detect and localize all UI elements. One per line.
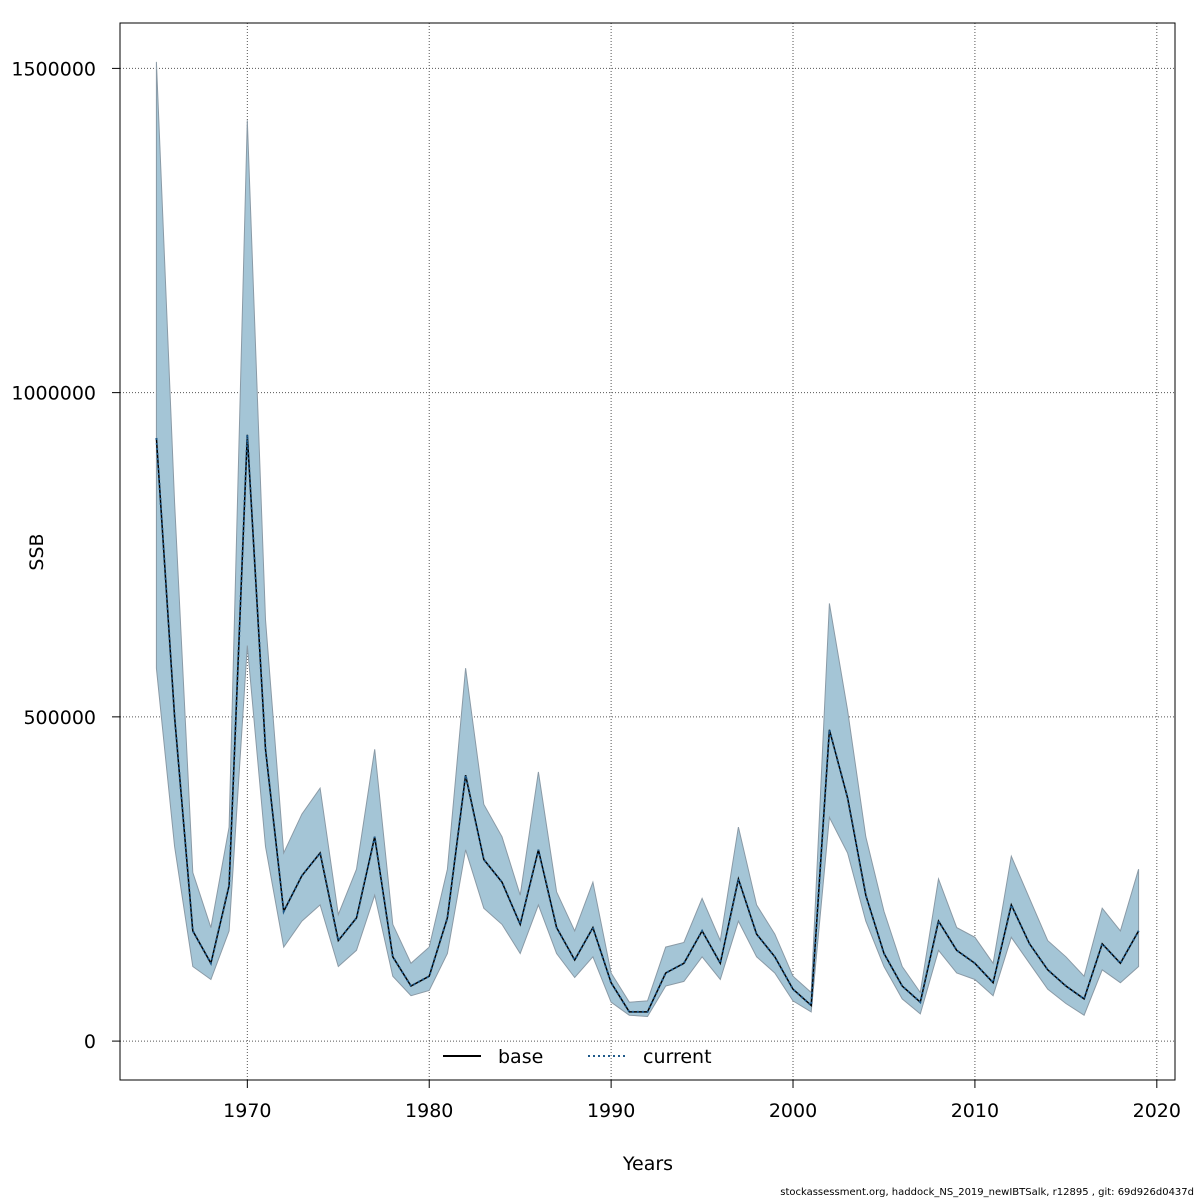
x-tick-label-1980: 1980 xyxy=(405,1100,453,1122)
footer-credit: stockassessment.org, haddock_NS_2019_new… xyxy=(780,1187,1194,1198)
x-tick-label-1970: 1970 xyxy=(223,1100,271,1122)
series-line-current xyxy=(155,434,1140,1013)
x-axis: 1970 1980 1990 2000 2010 2020 xyxy=(223,1080,1181,1122)
x-tick-label-2000: 2000 xyxy=(769,1100,817,1122)
series-line-base xyxy=(155,434,1140,1013)
y-axis: 0 500000 1000000 1500000 xyxy=(11,58,120,1053)
y-tick-label-1500000: 1500000 xyxy=(11,58,96,80)
x-tick-label-2020: 2020 xyxy=(1133,1100,1181,1122)
y-tick-label-0: 0 xyxy=(84,1031,96,1053)
x-tick-label-2010: 2010 xyxy=(951,1100,999,1122)
legend-label-current: current xyxy=(643,1046,712,1068)
x-axis-label: Years xyxy=(622,1153,673,1175)
y-tick-label-500000: 500000 xyxy=(23,707,96,729)
legend-label-base: base xyxy=(498,1046,543,1068)
plot-frame xyxy=(119,22,1176,1081)
y-tick-label-1000000: 1000000 xyxy=(11,383,96,405)
confidence-band xyxy=(155,61,1140,1018)
x-tick-label-1990: 1990 xyxy=(587,1100,635,1122)
legend: base current xyxy=(443,1046,712,1068)
y-axis-label: SSB xyxy=(26,533,48,570)
